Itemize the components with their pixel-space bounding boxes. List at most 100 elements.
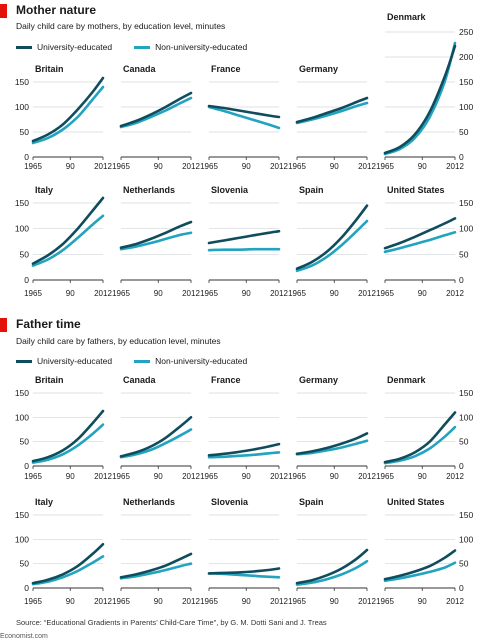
y-tick-label: 0	[459, 152, 464, 162]
y-tick-label: 50	[20, 249, 30, 259]
x-tick-label: 2012	[94, 472, 112, 481]
y-tick-label: 100	[15, 412, 29, 422]
x-tick-label: 90	[154, 472, 163, 481]
legend-label-university: University-educated	[37, 42, 113, 52]
panel-title-britain: Britain	[35, 64, 64, 74]
series-line-non-university	[295, 559, 369, 586]
panel-title-canada: Canada	[123, 375, 157, 385]
panel-title-spain: Spain	[299, 185, 324, 195]
x-tick-label: 1965	[24, 597, 42, 606]
series-line-university	[295, 548, 369, 585]
legend-label-university: University-educated	[37, 356, 113, 366]
x-tick-label: 2012	[182, 162, 200, 171]
legend-label-non-university: Non-university-educated	[155, 356, 248, 366]
source-note: Source: “Educational Gradients in Parent…	[16, 618, 327, 627]
panel-title-britain: Britain	[35, 375, 64, 385]
x-tick-label: 2012	[446, 289, 464, 298]
panel-title-netherlands: Netherlands	[123, 185, 175, 195]
section-title-fathers: Father time	[16, 317, 81, 331]
panel-title-germany: Germany	[299, 64, 338, 74]
x-tick-label: 90	[242, 472, 251, 481]
y-tick-label: 50	[459, 559, 469, 569]
x-tick-label: 1965	[376, 162, 394, 171]
x-tick-label: 2012	[182, 289, 200, 298]
series-line-non-university	[119, 428, 193, 459]
x-tick-label: 2012	[270, 472, 288, 481]
x-tick-label: 1965	[24, 472, 42, 481]
series-line-university	[31, 76, 105, 143]
x-tick-label: 2012	[446, 162, 464, 171]
x-tick-label: 90	[66, 472, 75, 481]
legend-swatch-non-university	[134, 45, 151, 49]
series-line-university	[31, 542, 105, 585]
y-tick-label: 100	[15, 102, 29, 112]
series-line-non-university	[295, 101, 369, 125]
panel-title-germany: Germany	[299, 375, 338, 385]
section-accent-bar	[0, 318, 7, 332]
legend-item-non-university: Non-university-educated	[134, 356, 247, 366]
panel-title-slovenia: Slovenia	[211, 497, 249, 507]
y-tick-label: 150	[459, 77, 473, 87]
x-tick-label: 2012	[358, 289, 376, 298]
series-line-university	[119, 552, 193, 579]
y-tick-label: 50	[20, 127, 30, 137]
x-tick-label: 1965	[112, 162, 130, 171]
series-line-university	[383, 549, 457, 581]
x-tick-label: 2012	[446, 472, 464, 481]
series-line-university	[295, 96, 369, 124]
x-tick-label: 90	[154, 597, 163, 606]
panel-title-united-states: United States	[387, 497, 445, 507]
legend-item-non-university: Non-university-educated	[134, 42, 247, 52]
section-title-mothers: Mother nature	[16, 3, 97, 17]
section-subtitle-fathers: Daily child care by fathers, by educatio…	[16, 336, 221, 346]
x-tick-label: 2012	[94, 162, 112, 171]
series-line-non-university	[383, 41, 457, 156]
x-tick-label: 90	[242, 289, 251, 298]
panel-title-italy: Italy	[35, 497, 53, 507]
series-line-university	[207, 229, 281, 245]
series-line-university	[119, 416, 193, 458]
series-line-non-university	[31, 85, 105, 145]
series-line-non-university	[383, 561, 457, 582]
x-tick-label: 1965	[112, 472, 130, 481]
y-tick-label: 50	[459, 249, 469, 259]
x-tick-label: 2012	[358, 472, 376, 481]
series-line-university	[383, 44, 457, 155]
x-tick-label: 1965	[288, 162, 306, 171]
x-tick-label: 1965	[112, 289, 130, 298]
x-tick-label: 2012	[94, 597, 112, 606]
x-tick-label: 1965	[376, 597, 394, 606]
x-tick-label: 90	[418, 597, 427, 606]
series-line-non-university	[31, 214, 105, 267]
section-accent-bar	[0, 4, 7, 18]
panel-title-slovenia: Slovenia	[211, 185, 249, 195]
series-line-non-university	[31, 555, 105, 586]
y-tick-label: 0	[459, 583, 464, 593]
series-line-university	[207, 567, 281, 575]
y-tick-label: 0	[459, 461, 464, 471]
x-tick-label: 2012	[358, 597, 376, 606]
series-line-university	[295, 432, 369, 456]
x-tick-label: 90	[154, 289, 163, 298]
y-tick-label: 50	[459, 437, 469, 447]
x-tick-label: 1965	[200, 162, 218, 171]
series-line-non-university	[207, 451, 281, 459]
y-tick-label: 150	[459, 198, 473, 208]
x-tick-label: 90	[330, 289, 339, 298]
y-tick-label: 200	[459, 52, 473, 62]
x-tick-label: 90	[66, 597, 75, 606]
panel-title-united-states: United States	[387, 185, 445, 195]
legend-swatch-university	[16, 45, 32, 49]
x-tick-label: 2012	[270, 162, 288, 171]
panel-title-france: France	[211, 64, 241, 74]
y-tick-label: 100	[15, 534, 29, 544]
x-tick-label: 2012	[182, 597, 200, 606]
x-tick-label: 1965	[376, 289, 394, 298]
x-tick-label: 1965	[288, 597, 306, 606]
panel-title-spain: Spain	[299, 497, 324, 507]
x-tick-label: 1965	[288, 472, 306, 481]
y-tick-label: 0	[24, 461, 29, 471]
y-tick-label: 0	[459, 275, 464, 285]
series-line-university	[207, 104, 281, 119]
